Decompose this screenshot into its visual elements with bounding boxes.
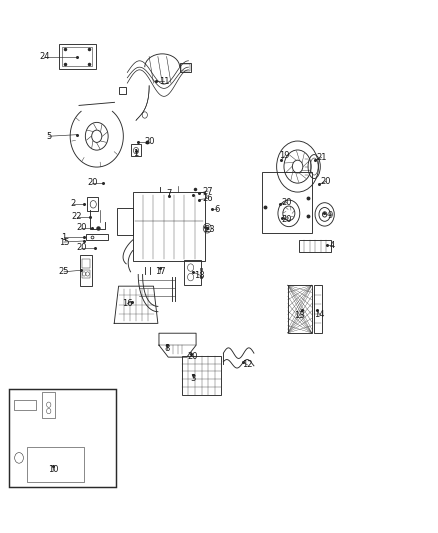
Text: 20: 20 bbox=[76, 244, 87, 253]
Bar bbox=[261, 172, 312, 233]
Text: 17: 17 bbox=[155, 268, 166, 276]
Bar bbox=[119, 87, 127, 94]
Text: 9: 9 bbox=[328, 212, 333, 221]
Bar bbox=[182, 356, 221, 395]
Bar bbox=[180, 63, 191, 72]
Text: 6: 6 bbox=[214, 205, 219, 214]
Bar bbox=[133, 192, 205, 261]
Text: 10: 10 bbox=[48, 465, 58, 474]
Text: 24: 24 bbox=[39, 52, 49, 61]
Text: 23: 23 bbox=[204, 225, 215, 234]
Text: 14: 14 bbox=[314, 310, 325, 319]
Text: 12: 12 bbox=[242, 360, 253, 369]
Text: 25: 25 bbox=[59, 268, 69, 276]
Text: 3: 3 bbox=[190, 374, 195, 383]
Text: 2: 2 bbox=[70, 199, 75, 208]
Text: 22: 22 bbox=[72, 212, 82, 221]
Bar bbox=[82, 270, 90, 278]
Text: 1: 1 bbox=[61, 233, 67, 242]
Bar bbox=[299, 240, 332, 252]
Bar bbox=[80, 255, 92, 286]
Bar bbox=[87, 197, 98, 211]
Bar bbox=[27, 447, 84, 482]
Text: 18: 18 bbox=[194, 271, 205, 279]
Text: 11: 11 bbox=[159, 77, 170, 86]
Text: 15: 15 bbox=[59, 238, 69, 247]
Bar bbox=[180, 64, 190, 71]
Bar bbox=[314, 285, 321, 333]
Text: 20: 20 bbox=[282, 215, 292, 224]
Text: 8: 8 bbox=[164, 344, 170, 353]
Bar bbox=[10, 389, 117, 487]
Bar bbox=[62, 47, 92, 66]
Text: 7: 7 bbox=[166, 189, 172, 198]
Text: 5: 5 bbox=[46, 132, 51, 141]
Bar bbox=[131, 144, 141, 156]
Bar bbox=[14, 400, 35, 410]
Bar bbox=[82, 259, 90, 268]
Text: 16: 16 bbox=[122, 299, 133, 308]
Text: 27: 27 bbox=[203, 187, 213, 196]
Bar bbox=[117, 208, 133, 235]
Text: 4: 4 bbox=[330, 241, 335, 250]
Text: 21: 21 bbox=[316, 153, 327, 162]
Bar bbox=[59, 44, 95, 69]
Text: 20: 20 bbox=[282, 198, 292, 207]
Text: 1: 1 bbox=[134, 149, 139, 158]
Text: 20: 20 bbox=[187, 352, 198, 361]
Bar bbox=[288, 285, 312, 333]
Bar bbox=[42, 392, 55, 418]
Text: 20: 20 bbox=[321, 177, 331, 186]
Bar bbox=[184, 260, 201, 285]
Text: 13: 13 bbox=[294, 311, 305, 320]
Text: 19: 19 bbox=[279, 151, 290, 160]
Text: 20: 20 bbox=[87, 178, 98, 187]
Text: 26: 26 bbox=[203, 194, 213, 203]
Bar bbox=[86, 234, 108, 240]
Text: 20: 20 bbox=[76, 223, 87, 232]
Text: 20: 20 bbox=[144, 137, 154, 146]
